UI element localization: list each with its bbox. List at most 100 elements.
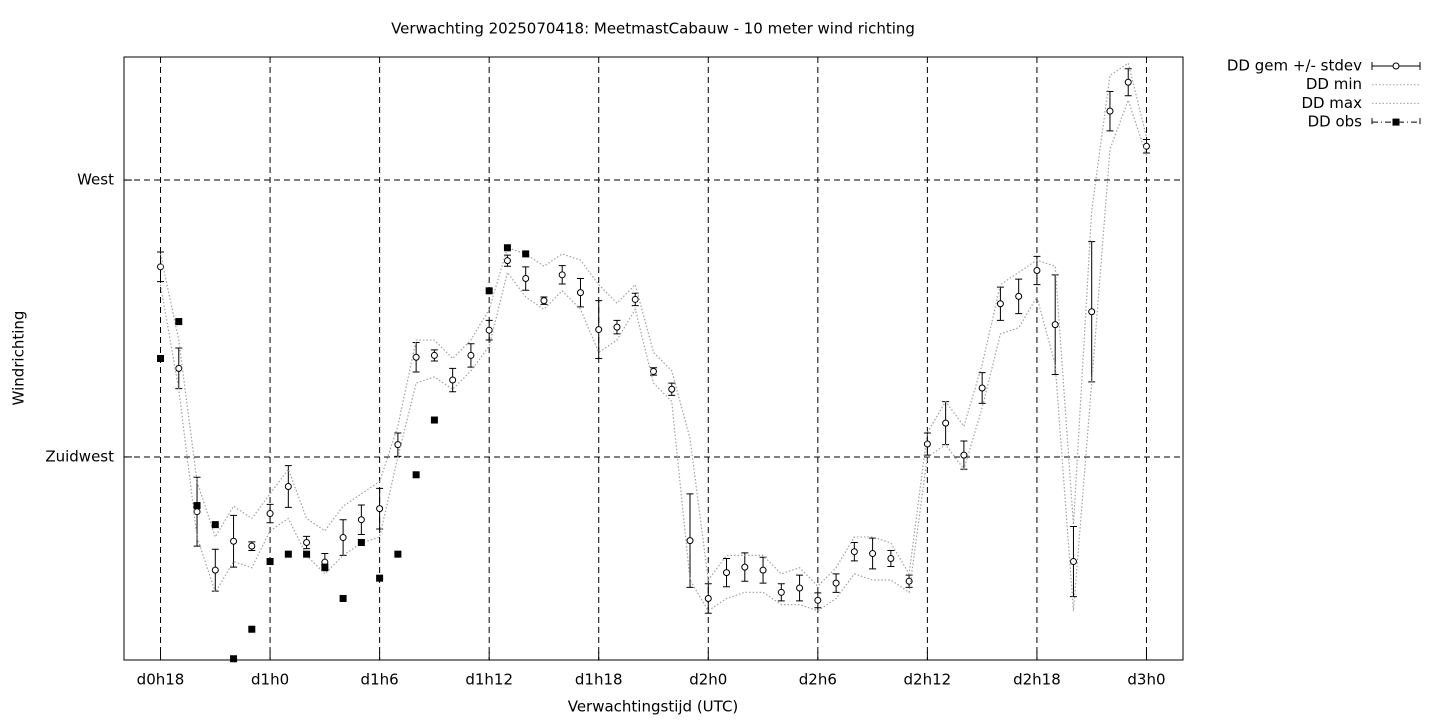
obs-point xyxy=(394,550,402,558)
mean-point xyxy=(394,441,402,449)
mean-point xyxy=(1051,321,1059,329)
legend-swatch xyxy=(1371,118,1421,127)
mean-point xyxy=(339,534,347,542)
obs-point xyxy=(266,558,274,566)
mean-point xyxy=(1124,78,1132,86)
mean-point xyxy=(540,297,548,305)
obs-point xyxy=(303,550,311,558)
mean-point xyxy=(723,569,731,577)
obs-point xyxy=(412,471,420,479)
mean-point xyxy=(558,271,566,279)
mean-point xyxy=(376,505,384,513)
legend-label: DD obs xyxy=(1308,113,1363,131)
obs-point xyxy=(230,655,238,663)
x-tick-label: d1h18 xyxy=(575,671,623,689)
mean-point xyxy=(869,550,877,558)
mean-point xyxy=(1069,558,1077,566)
mean-point xyxy=(704,594,712,602)
mean-point xyxy=(741,563,749,571)
y-axis-label: Windrichting xyxy=(10,311,28,406)
mean-point xyxy=(668,385,676,393)
legend-label: DD max xyxy=(1301,94,1362,112)
obs-point xyxy=(503,244,511,252)
mean-point xyxy=(1088,308,1096,316)
mean-point xyxy=(814,596,822,604)
legend-marker xyxy=(1392,118,1400,126)
mean-point xyxy=(211,566,219,574)
mean-point xyxy=(157,263,165,271)
x-tick-label: d1h6 xyxy=(361,671,399,689)
mean-point xyxy=(430,351,438,359)
obs-point xyxy=(339,594,347,602)
x-tick-label: d2h18 xyxy=(1013,671,1061,689)
mean-point xyxy=(576,289,584,297)
mean-point xyxy=(996,300,1004,308)
mean-point xyxy=(1142,142,1150,150)
mean-point xyxy=(850,548,858,556)
obs-point xyxy=(357,538,365,546)
x-tick-label: d3h0 xyxy=(1127,671,1165,689)
plot-frame xyxy=(123,56,1184,661)
x-axis-label: Verwachtingstijd (UTC) xyxy=(568,698,739,716)
mean-point xyxy=(887,554,895,562)
mean-point xyxy=(503,257,511,265)
x-tick-label: d2h12 xyxy=(904,671,952,689)
mean-point xyxy=(303,538,311,546)
obs-point xyxy=(376,574,384,582)
mean-point xyxy=(485,326,493,334)
obs-point xyxy=(284,550,292,558)
legend-label: DD min xyxy=(1306,75,1362,93)
mean-point xyxy=(759,566,767,574)
obs-point xyxy=(211,521,219,529)
x-tick-label: d2h0 xyxy=(689,671,727,689)
mean-point xyxy=(960,451,968,459)
x-tick-label: d2h6 xyxy=(799,671,837,689)
mean-point xyxy=(357,516,365,524)
y-tick-label: Zuidwest xyxy=(45,447,114,465)
x-tick-label: d0h18 xyxy=(137,671,185,689)
mean-point xyxy=(595,326,603,334)
chart-title: Verwachting 2025070418: MeetmastCabauw -… xyxy=(391,20,915,38)
obs-point xyxy=(193,502,201,510)
obs-point xyxy=(175,318,183,326)
mean-point xyxy=(266,510,274,518)
mean-point xyxy=(905,577,913,585)
mean-point xyxy=(777,588,785,596)
mean-point xyxy=(284,482,292,490)
obs-point xyxy=(157,355,165,362)
mean-point xyxy=(832,579,840,587)
x-tick-label: d1h0 xyxy=(251,671,289,689)
legend-marker xyxy=(1392,62,1400,70)
x-tick-label: d1h12 xyxy=(465,671,513,689)
mean-point xyxy=(248,542,256,550)
mean-point xyxy=(1015,292,1023,300)
mean-point xyxy=(449,376,457,384)
mean-point xyxy=(613,323,621,331)
obs-point xyxy=(430,416,438,424)
mean-point xyxy=(175,364,183,372)
obs-point xyxy=(522,250,530,258)
mean-point xyxy=(412,353,420,361)
mean-point xyxy=(978,384,986,392)
legend-label: DD gem +/- stdev xyxy=(1227,57,1362,75)
range-line xyxy=(159,62,1148,588)
mean-point xyxy=(942,419,950,427)
y-tick-label: West xyxy=(77,171,114,189)
range-line xyxy=(159,98,1148,612)
mean-point xyxy=(686,537,694,545)
mean-point xyxy=(467,351,475,359)
mean-point xyxy=(796,584,804,592)
mean-point xyxy=(631,295,639,303)
obs-point xyxy=(248,625,256,633)
mean-point xyxy=(522,275,530,283)
obs-point xyxy=(321,563,329,571)
mean-point xyxy=(193,508,201,516)
mean-point xyxy=(1106,107,1114,115)
mean-point xyxy=(230,537,238,545)
mean-point xyxy=(1033,267,1041,275)
mean-point xyxy=(650,367,657,375)
obs-point xyxy=(485,287,493,295)
